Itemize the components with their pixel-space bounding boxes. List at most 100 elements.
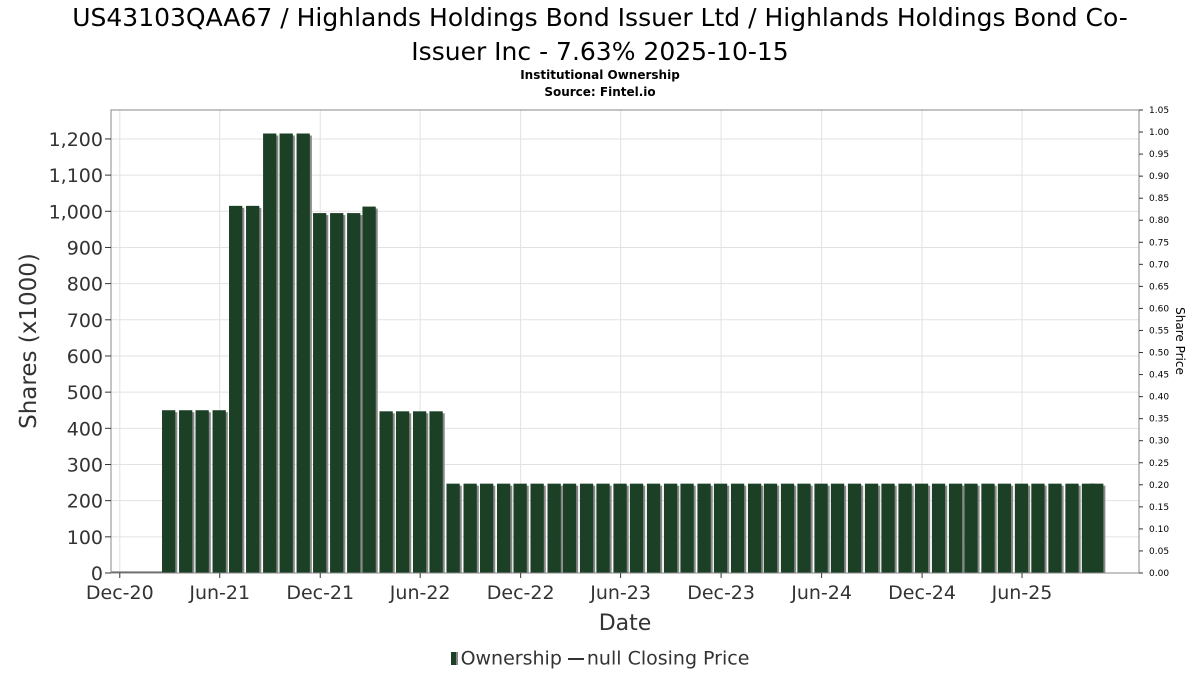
ownership-bar	[463, 483, 477, 573]
y2-tick-label: 0.50	[1149, 349, 1169, 359]
price-legend-swatch	[567, 657, 584, 660]
y2-tick-label: 0.05	[1149, 547, 1169, 557]
ownership-bar	[162, 410, 176, 573]
ownership-bar	[780, 483, 795, 573]
y2-tick-label: 0.30	[1149, 437, 1169, 447]
ownership-bar	[212, 410, 226, 573]
y2-tick-label: 0.80	[1149, 216, 1169, 226]
ownership-bar	[530, 483, 544, 573]
y2-tick-label: 0.60	[1149, 304, 1169, 314]
ownership-bar	[547, 483, 561, 573]
bars-group	[111, 133, 1106, 573]
ownership-bar	[646, 483, 661, 573]
ownership-bar	[747, 483, 762, 573]
chart-source: Source: Fintel.io	[544, 85, 656, 99]
x-tick-label: Jun-25	[991, 582, 1053, 604]
x-tick-label: Jun-24	[790, 582, 852, 604]
ownership-bar	[680, 483, 694, 573]
ownership-bar	[814, 483, 828, 573]
chart-subtitle: Institutional Ownership	[520, 68, 680, 82]
y2-tick-label: 0.25	[1149, 459, 1169, 469]
ownership-bar	[596, 483, 610, 573]
x-axis-ticks: Dec-20 Jun-21 Dec-21 Jun-22 Dec-22 Jun-23 Dec-…	[86, 573, 1053, 604]
ownership-bar	[629, 483, 644, 573]
ownership-bar	[347, 213, 361, 573]
ownership-bar	[513, 483, 527, 573]
y2-tick-label: 0.45	[1149, 371, 1169, 381]
y-tick-label: 500	[67, 382, 103, 404]
ownership-bar	[229, 205, 243, 573]
ownership-bar	[864, 483, 879, 573]
ownership-bar	[279, 133, 293, 573]
ownership-legend-label: Ownership	[460, 647, 562, 670]
ownership-bar	[663, 483, 678, 573]
ownership-bar	[964, 483, 978, 573]
chart-title-line-2: Issuer Inc - 7.63% 2025-10-15	[411, 37, 789, 66]
y-tick-label: 700	[67, 310, 103, 332]
ownership-legend-swatch	[450, 652, 458, 665]
ownership-bar	[362, 206, 376, 573]
y-axis-ticks: 0 100 200 300 400 500 600 700 800 900 1,000 1,100 1,…	[49, 129, 111, 585]
y2-tick-label: 0.65	[1149, 282, 1169, 292]
y2-tick-label: 0.75	[1149, 238, 1169, 248]
ownership-bar	[579, 483, 594, 573]
ownership-bar	[446, 483, 460, 573]
y2-tick-label: 0.10	[1149, 525, 1169, 535]
plot-frame	[110, 109, 1140, 574]
ownership-bar	[1048, 483, 1062, 573]
ownership-bar	[847, 483, 862, 573]
ownership-bar	[914, 483, 929, 573]
y2-axis-label: Share Price	[1173, 307, 1187, 375]
ownership-bar	[1090, 483, 1104, 573]
ownership-bar	[931, 483, 946, 573]
y2-tick-label: 0.20	[1149, 481, 1169, 491]
ownership-bar	[948, 483, 963, 573]
y-tick-label: 800	[67, 274, 103, 296]
ownership-bar	[562, 483, 577, 573]
x-tick-label: Dec-23	[687, 582, 755, 604]
y2-tick-label: 0.00	[1149, 569, 1169, 579]
ownership-bar	[496, 483, 511, 573]
legend: Ownership null Closing Price	[0, 647, 1200, 670]
y-tick-label: 100	[67, 527, 103, 549]
y-tick-label: 300	[67, 454, 103, 476]
y2-tick-label: 0.55	[1149, 326, 1169, 336]
ownership-bar	[179, 410, 193, 573]
ownership-bar	[429, 411, 443, 573]
y-tick-label: 1,000	[49, 201, 103, 223]
y-tick-label: 200	[67, 491, 103, 513]
ownership-bar	[195, 410, 209, 573]
ownership-bar	[613, 483, 627, 573]
ownership-bar	[313, 213, 327, 573]
ownership-bar	[898, 483, 912, 573]
y-tick-label: 1,200	[49, 129, 103, 151]
y2-axis-ticks: 0.00 0.05 0.10 0.15 0.20 0.25 0.30 0.35 0.40 0.45…	[1139, 106, 1169, 579]
y2-tick-label: 0.35	[1149, 415, 1169, 425]
x-tick-label: Jun-21	[188, 582, 250, 604]
chart-title-line-1: US43103QAA67 / Highlands Holdings Bond I…	[72, 3, 1128, 32]
ownership-bar	[479, 483, 494, 573]
ownership-bar	[296, 133, 310, 573]
ownership-bar	[713, 483, 728, 573]
x-tick-label: Dec-20	[86, 582, 154, 604]
y-axis-label: Shares (x1000)	[16, 253, 42, 429]
y2-tick-label: 0.15	[1149, 503, 1169, 513]
x-tick-label: Dec-21	[286, 582, 354, 604]
ownership-bar	[246, 205, 260, 573]
ownership-bar	[797, 483, 811, 573]
ownership-bar	[412, 411, 427, 573]
ownership-bar	[1065, 483, 1079, 573]
y-tick-label: 0	[91, 563, 103, 585]
y-tick-label: 900	[67, 237, 103, 259]
y2-tick-label: 0.90	[1149, 172, 1169, 182]
y2-tick-label: 0.95	[1149, 150, 1169, 160]
x-tick-label: Dec-22	[487, 582, 555, 604]
ownership-bar	[330, 213, 344, 573]
y2-tick-label: 1.00	[1149, 128, 1169, 138]
y2-tick-label: 0.40	[1149, 393, 1169, 403]
y-tick-label: 400	[67, 418, 103, 440]
ownership-bar	[981, 483, 995, 573]
y-tick-label: 1,100	[49, 165, 103, 187]
y-tick-label: 600	[67, 346, 103, 368]
ownership-bar	[730, 483, 745, 573]
